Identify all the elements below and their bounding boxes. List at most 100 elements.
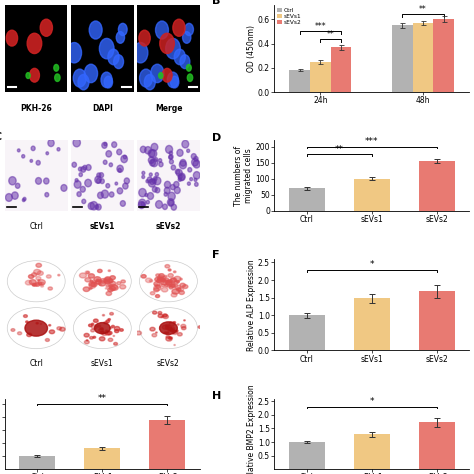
Circle shape bbox=[174, 49, 185, 65]
Circle shape bbox=[170, 337, 173, 339]
Circle shape bbox=[89, 288, 91, 290]
Circle shape bbox=[124, 178, 129, 184]
Circle shape bbox=[31, 146, 35, 151]
Circle shape bbox=[155, 158, 158, 161]
Circle shape bbox=[114, 342, 118, 345]
Circle shape bbox=[194, 156, 198, 161]
Circle shape bbox=[106, 284, 110, 287]
Text: PKH-26: PKH-26 bbox=[20, 104, 52, 113]
Circle shape bbox=[80, 273, 86, 278]
Circle shape bbox=[147, 192, 154, 200]
Circle shape bbox=[171, 165, 175, 170]
Circle shape bbox=[92, 281, 96, 283]
Circle shape bbox=[164, 275, 167, 277]
Circle shape bbox=[121, 280, 125, 283]
Circle shape bbox=[105, 280, 110, 284]
Circle shape bbox=[90, 337, 93, 339]
Circle shape bbox=[162, 68, 172, 82]
Text: sEVs2: sEVs2 bbox=[157, 358, 180, 367]
Circle shape bbox=[173, 19, 185, 36]
Circle shape bbox=[169, 155, 173, 159]
Circle shape bbox=[155, 295, 160, 298]
Circle shape bbox=[109, 281, 116, 285]
Circle shape bbox=[102, 332, 107, 336]
Circle shape bbox=[165, 324, 170, 327]
Circle shape bbox=[110, 312, 113, 315]
Circle shape bbox=[93, 319, 98, 322]
Bar bbox=[84, 448, 120, 474]
Circle shape bbox=[188, 168, 192, 172]
Circle shape bbox=[103, 160, 107, 164]
Circle shape bbox=[169, 337, 172, 339]
Circle shape bbox=[169, 285, 171, 287]
Circle shape bbox=[180, 278, 182, 280]
Circle shape bbox=[108, 285, 110, 286]
Circle shape bbox=[36, 276, 41, 280]
Circle shape bbox=[167, 332, 168, 333]
Circle shape bbox=[191, 154, 196, 159]
Circle shape bbox=[168, 269, 171, 271]
Circle shape bbox=[107, 331, 112, 335]
Circle shape bbox=[168, 280, 172, 283]
Circle shape bbox=[152, 179, 156, 183]
Circle shape bbox=[89, 324, 92, 327]
Circle shape bbox=[85, 278, 91, 282]
Circle shape bbox=[78, 167, 82, 171]
Circle shape bbox=[156, 274, 160, 277]
Circle shape bbox=[54, 64, 59, 71]
Circle shape bbox=[120, 329, 123, 331]
Circle shape bbox=[166, 336, 170, 338]
Circle shape bbox=[185, 23, 193, 36]
Text: D: D bbox=[211, 133, 221, 143]
Circle shape bbox=[182, 327, 186, 330]
Circle shape bbox=[110, 276, 115, 280]
Circle shape bbox=[165, 326, 172, 330]
Circle shape bbox=[139, 69, 153, 87]
Circle shape bbox=[46, 275, 51, 278]
Circle shape bbox=[180, 55, 190, 69]
Y-axis label: OD (450nm): OD (450nm) bbox=[246, 25, 255, 72]
Y-axis label: The numbers of
migrated cells: The numbers of migrated cells bbox=[234, 146, 253, 206]
Circle shape bbox=[100, 179, 104, 183]
Text: **: ** bbox=[419, 5, 427, 14]
Circle shape bbox=[91, 323, 94, 325]
Circle shape bbox=[95, 281, 100, 284]
Circle shape bbox=[167, 284, 171, 287]
Circle shape bbox=[89, 282, 95, 286]
Circle shape bbox=[114, 55, 124, 69]
Circle shape bbox=[89, 21, 102, 39]
Circle shape bbox=[90, 288, 92, 289]
Circle shape bbox=[160, 322, 177, 335]
Circle shape bbox=[106, 151, 111, 157]
Circle shape bbox=[163, 315, 168, 319]
Circle shape bbox=[99, 328, 103, 332]
Circle shape bbox=[142, 171, 145, 174]
Circle shape bbox=[160, 33, 174, 54]
Text: ***: *** bbox=[314, 22, 326, 31]
Circle shape bbox=[165, 284, 168, 287]
Circle shape bbox=[113, 336, 115, 337]
Circle shape bbox=[100, 331, 104, 334]
Circle shape bbox=[117, 149, 122, 155]
Circle shape bbox=[175, 285, 181, 290]
Circle shape bbox=[155, 277, 161, 282]
Circle shape bbox=[24, 315, 27, 318]
Circle shape bbox=[139, 261, 197, 302]
Circle shape bbox=[173, 322, 175, 323]
Circle shape bbox=[190, 178, 192, 181]
Text: sEVs1: sEVs1 bbox=[91, 358, 114, 367]
Circle shape bbox=[163, 314, 167, 317]
Text: sEVs2: sEVs2 bbox=[156, 222, 181, 231]
Circle shape bbox=[123, 183, 128, 189]
Circle shape bbox=[112, 142, 117, 147]
Text: sEVs1: sEVs1 bbox=[90, 222, 115, 231]
Circle shape bbox=[85, 179, 91, 187]
Circle shape bbox=[172, 283, 178, 288]
Circle shape bbox=[142, 175, 145, 179]
Circle shape bbox=[15, 183, 20, 188]
Circle shape bbox=[149, 173, 152, 176]
Circle shape bbox=[120, 201, 125, 206]
Circle shape bbox=[9, 177, 16, 185]
Circle shape bbox=[108, 288, 113, 292]
Circle shape bbox=[161, 278, 164, 280]
